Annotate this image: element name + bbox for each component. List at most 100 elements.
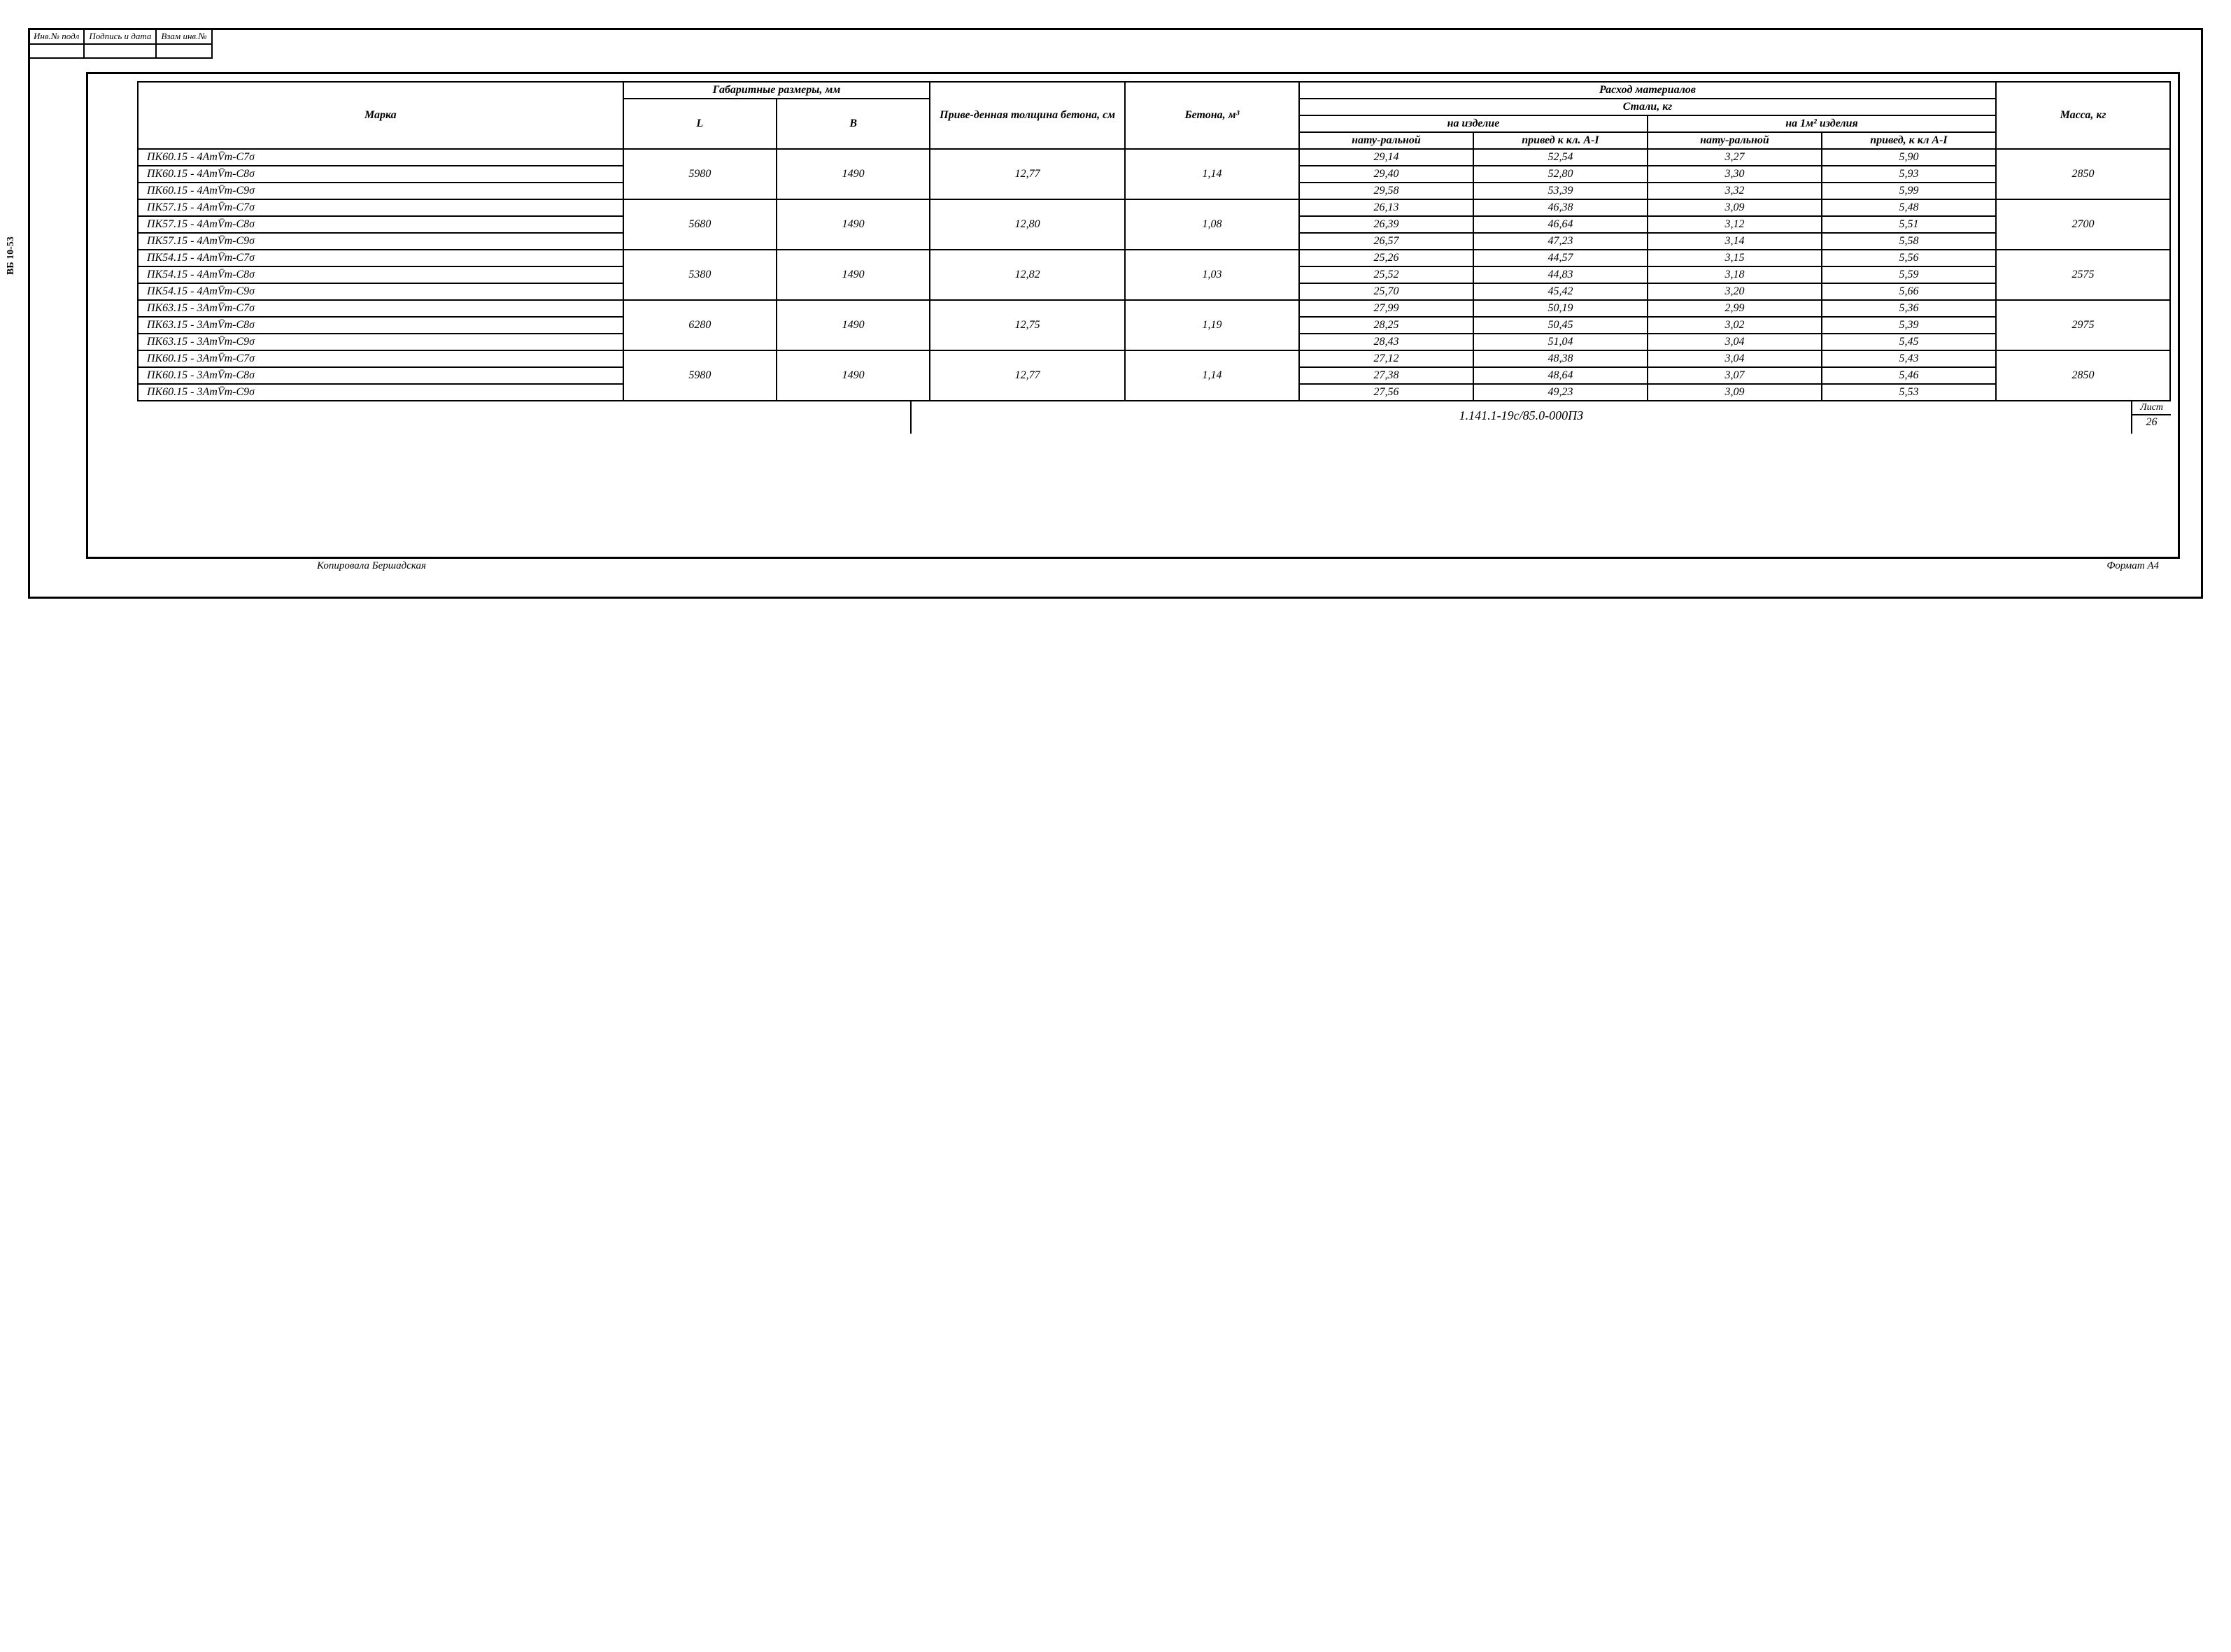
- cell-value: 5,90: [1822, 149, 1996, 166]
- cell-B: 1490: [777, 199, 930, 250]
- cell-thick: 12,77: [930, 149, 1125, 199]
- cell-value: 5,39: [1822, 317, 1996, 334]
- cell-L: 5980: [623, 350, 777, 401]
- cell-value: 5,45: [1822, 334, 1996, 350]
- table-row: ПК60.15 - 4АтV̄т-С7σ5980149012,771,1429,…: [138, 149, 2170, 166]
- cell-value: 3,09: [1648, 199, 1822, 216]
- hdr-l: L: [623, 99, 777, 149]
- cell-value: 5,36: [1822, 300, 1996, 317]
- cell-value: 5,59: [1822, 266, 1996, 283]
- cell-massa: 2700: [1996, 199, 2170, 250]
- cell-value: 29,58: [1299, 183, 1473, 199]
- cell-value: 3,12: [1648, 216, 1822, 233]
- hdr-beton: Бетона, м³: [1125, 82, 1299, 149]
- cell-value: 27,38: [1299, 367, 1473, 384]
- cell-beton: 1,08: [1125, 199, 1299, 250]
- cell-value: 3,27: [1648, 149, 1822, 166]
- hdr-rashod: Расход материалов: [1299, 82, 1996, 99]
- cell-value: 5,43: [1822, 350, 1996, 367]
- doc-number: 1.141.1-19с/85.0-000ПЗ: [912, 401, 2132, 434]
- cell-value: 29,40: [1299, 166, 1473, 183]
- table-row: ПК60.15 - 3АтV̄т-С7σ5980149012,771,1427,…: [138, 350, 2170, 367]
- cell-value: 52,80: [1473, 166, 1648, 183]
- cell-beton: 1,14: [1125, 149, 1299, 199]
- cell-B: 1490: [777, 250, 930, 300]
- hdr-prived-kl2: привед, к кл А-I: [1822, 132, 1996, 149]
- cell-value: 48,38: [1473, 350, 1648, 367]
- hdr-b: В: [777, 99, 930, 149]
- hdr-na-izd: на изделие: [1299, 115, 1648, 132]
- main-table: Марка Габаритные размеры, мм Приве-денна…: [137, 81, 2171, 401]
- cell-value: 5,58: [1822, 233, 1996, 250]
- hdr-natur2: нату-ральной: [1648, 132, 1822, 149]
- cell-thick: 12,80: [930, 199, 1125, 250]
- cell-value: 46,64: [1473, 216, 1648, 233]
- outer-frame: Инв.№ подл Подпись и дата Взам инв.№ Мар…: [28, 28, 2203, 599]
- cell-value: 46,38: [1473, 199, 1648, 216]
- stamp-table: Инв.№ подл Подпись и дата Взам инв.№: [28, 28, 213, 59]
- cell-value: 52,54: [1473, 149, 1648, 166]
- cell-value: 26,39: [1299, 216, 1473, 233]
- cell-massa: 2575: [1996, 250, 2170, 300]
- cell-marka: ПК60.15 - 4АтV̄т-С9σ: [138, 183, 623, 199]
- list-number: 26: [2132, 415, 2171, 429]
- cell-value: 5,46: [1822, 367, 1996, 384]
- kopirovala: Копировала Бершадская: [317, 560, 426, 572]
- cell-marka: ПК57.15 - 4АтV̄т-С9σ: [138, 233, 623, 250]
- cell-value: 50,45: [1473, 317, 1648, 334]
- cell-L: 5980: [623, 149, 777, 199]
- stamp-cell: [29, 44, 84, 58]
- stamp-cell: Инв.№ подл: [29, 29, 84, 44]
- stamp-cell: [156, 44, 211, 58]
- cell-value: 26,13: [1299, 199, 1473, 216]
- cell-value: 3,32: [1648, 183, 1822, 199]
- cell-marka: ПК60.15 - 3АтV̄т-С9σ: [138, 384, 623, 401]
- cell-marka: ПК60.15 - 3АтV̄т-С7σ: [138, 350, 623, 367]
- cell-value: 25,70: [1299, 283, 1473, 300]
- hdr-natur: нату-ральной: [1299, 132, 1473, 149]
- cell-value: 27,12: [1299, 350, 1473, 367]
- table-row: ПК54.15 - 4АтV̄т-С7σ5380149012,821,0325,…: [138, 250, 2170, 266]
- cell-B: 1490: [777, 149, 930, 199]
- footer-left: [137, 401, 912, 434]
- cell-beton: 1,14: [1125, 350, 1299, 401]
- cell-L: 5380: [623, 250, 777, 300]
- cell-marka: ПК57.15 - 4АтV̄т-С7σ: [138, 199, 623, 216]
- cell-value: 5,48: [1822, 199, 1996, 216]
- cell-value: 28,25: [1299, 317, 1473, 334]
- cell-marka: ПК63.15 - 3АтV̄т-С9σ: [138, 334, 623, 350]
- cell-thick: 12,77: [930, 350, 1125, 401]
- hdr-marka: Марка: [138, 82, 623, 149]
- cell-value: 3,30: [1648, 166, 1822, 183]
- cell-value: 5,53: [1822, 384, 1996, 401]
- cell-thick: 12,75: [930, 300, 1125, 350]
- cell-value: 3,18: [1648, 266, 1822, 283]
- cell-L: 5680: [623, 199, 777, 250]
- hdr-prived-kl: привед к кл. А-I: [1473, 132, 1648, 149]
- cell-value: 44,83: [1473, 266, 1648, 283]
- cell-value: 49,23: [1473, 384, 1648, 401]
- cell-massa: 2850: [1996, 350, 2170, 401]
- footer-block: 1.141.1-19с/85.0-000ПЗ Лист 26: [137, 400, 2171, 434]
- cell-value: 25,26: [1299, 250, 1473, 266]
- cell-value: 27,56: [1299, 384, 1473, 401]
- cell-marka: ПК60.15 - 3АтV̄т-С8σ: [138, 367, 623, 384]
- hdr-prived: Приве-денная толщина бетона, см: [930, 82, 1125, 149]
- cell-value: 47,23: [1473, 233, 1648, 250]
- cell-value: 2,99: [1648, 300, 1822, 317]
- bottom-notes: Копировала Бершадская Формат А4: [72, 559, 2180, 572]
- cell-value: 48,64: [1473, 367, 1648, 384]
- cell-value: 45,42: [1473, 283, 1648, 300]
- side-label: ВБ 10-53: [6, 236, 17, 275]
- inner-frame: Марка Габаритные размеры, мм Приве-денна…: [86, 72, 2180, 559]
- hdr-na-m2: на 1м² изделия: [1648, 115, 1996, 132]
- cell-value: 3,07: [1648, 367, 1822, 384]
- cell-marka: ПК63.15 - 3АтV̄т-С8σ: [138, 317, 623, 334]
- table-header: Марка Габаритные размеры, мм Приве-денна…: [138, 82, 2170, 149]
- cell-marka: ПК54.15 - 4АтV̄т-С8σ: [138, 266, 623, 283]
- cell-value: 3,09: [1648, 384, 1822, 401]
- footer-right: Лист 26: [2132, 401, 2171, 434]
- cell-value: 53,39: [1473, 183, 1648, 199]
- cell-value: 3,04: [1648, 350, 1822, 367]
- cell-value: 27,99: [1299, 300, 1473, 317]
